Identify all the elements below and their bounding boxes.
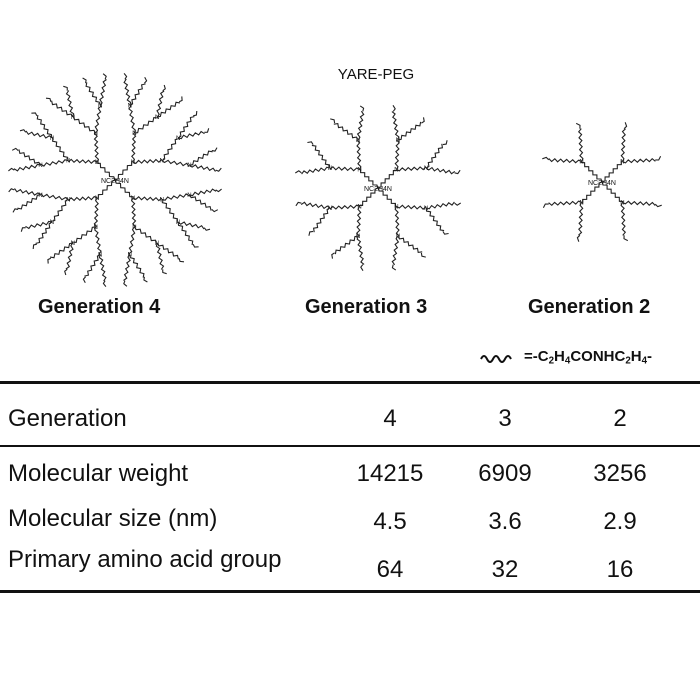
wavy-line-icon bbox=[480, 355, 512, 364]
table-header-gen2: 2 bbox=[613, 405, 627, 432]
row-molecular-size-gen4: 4.5 bbox=[373, 508, 407, 535]
branch-node: N bbox=[176, 136, 180, 142]
generation-4-label: Generation 4 bbox=[38, 296, 161, 318]
branch-node: N bbox=[187, 163, 191, 169]
branch-node: N bbox=[620, 160, 624, 166]
table-header-gen4: 4 bbox=[383, 405, 397, 432]
generation-2-label: Generation 2 bbox=[528, 296, 651, 318]
branch-node: N bbox=[95, 160, 99, 166]
branch-node: N bbox=[128, 104, 132, 110]
row-molecular-weight-gen4: 14215 bbox=[356, 460, 424, 487]
generation-3-label: Generation 3 bbox=[305, 296, 428, 318]
row-primary-amino-label: Primary amino acid group bbox=[8, 546, 282, 573]
core-label: NC2H4N bbox=[364, 186, 392, 193]
branch-node: N bbox=[50, 220, 54, 226]
branch-node: N bbox=[160, 159, 164, 165]
row-molecular-size-gen2: 2.9 bbox=[603, 508, 637, 535]
branch-node: N bbox=[71, 115, 75, 121]
branch-node: N bbox=[50, 136, 54, 142]
row-primary-amino-gen2: 16 bbox=[606, 556, 634, 583]
branch-node: N bbox=[328, 166, 332, 172]
branch-node: N bbox=[394, 168, 398, 174]
row-primary-amino-gen4: 64 bbox=[376, 556, 404, 583]
branch-node: N bbox=[579, 160, 583, 166]
branch-node: N bbox=[98, 104, 102, 110]
branch-node: N bbox=[71, 241, 75, 247]
figure-title: YARE-PEG bbox=[337, 66, 415, 83]
branch-node: N bbox=[132, 131, 136, 137]
table-header-rule bbox=[0, 445, 700, 447]
table-top-rule bbox=[0, 381, 700, 384]
branch-node: N bbox=[424, 166, 428, 172]
branch-node: N bbox=[155, 115, 159, 121]
branch-node: N bbox=[38, 163, 42, 169]
branch-node: N bbox=[66, 159, 70, 165]
linker-legend: =-C2H4CONHC2H4- bbox=[480, 348, 652, 366]
row-molecular-weight-label: Molecular weight bbox=[8, 460, 189, 487]
branch-node: N bbox=[93, 131, 97, 137]
branch-node: N bbox=[357, 168, 361, 174]
table-header-label: Generation bbox=[8, 405, 127, 432]
table-header-gen3: 3 bbox=[498, 405, 512, 432]
branch-node: N bbox=[38, 193, 42, 199]
branch-node: N bbox=[356, 138, 360, 144]
row-molecular-size-label: Molecular size (nm) bbox=[8, 505, 218, 532]
branch-node: N bbox=[328, 206, 332, 212]
branch-node: N bbox=[396, 138, 400, 144]
linker-formula: =-C2H4CONHC2H4- bbox=[524, 348, 653, 367]
branch-node: N bbox=[131, 160, 135, 166]
table-bottom-rule bbox=[0, 590, 700, 593]
core-label: NC2H4N bbox=[588, 180, 616, 187]
branch-node: N bbox=[66, 197, 70, 203]
core-label: NC2H4N bbox=[101, 178, 129, 185]
row-molecular-weight-gen2: 3256 bbox=[593, 460, 647, 487]
row-primary-amino-gen3: 32 bbox=[491, 556, 519, 583]
row-molecular-size-gen3: 3.6 bbox=[488, 508, 522, 535]
row-molecular-weight-gen3: 6909 bbox=[478, 460, 532, 487]
